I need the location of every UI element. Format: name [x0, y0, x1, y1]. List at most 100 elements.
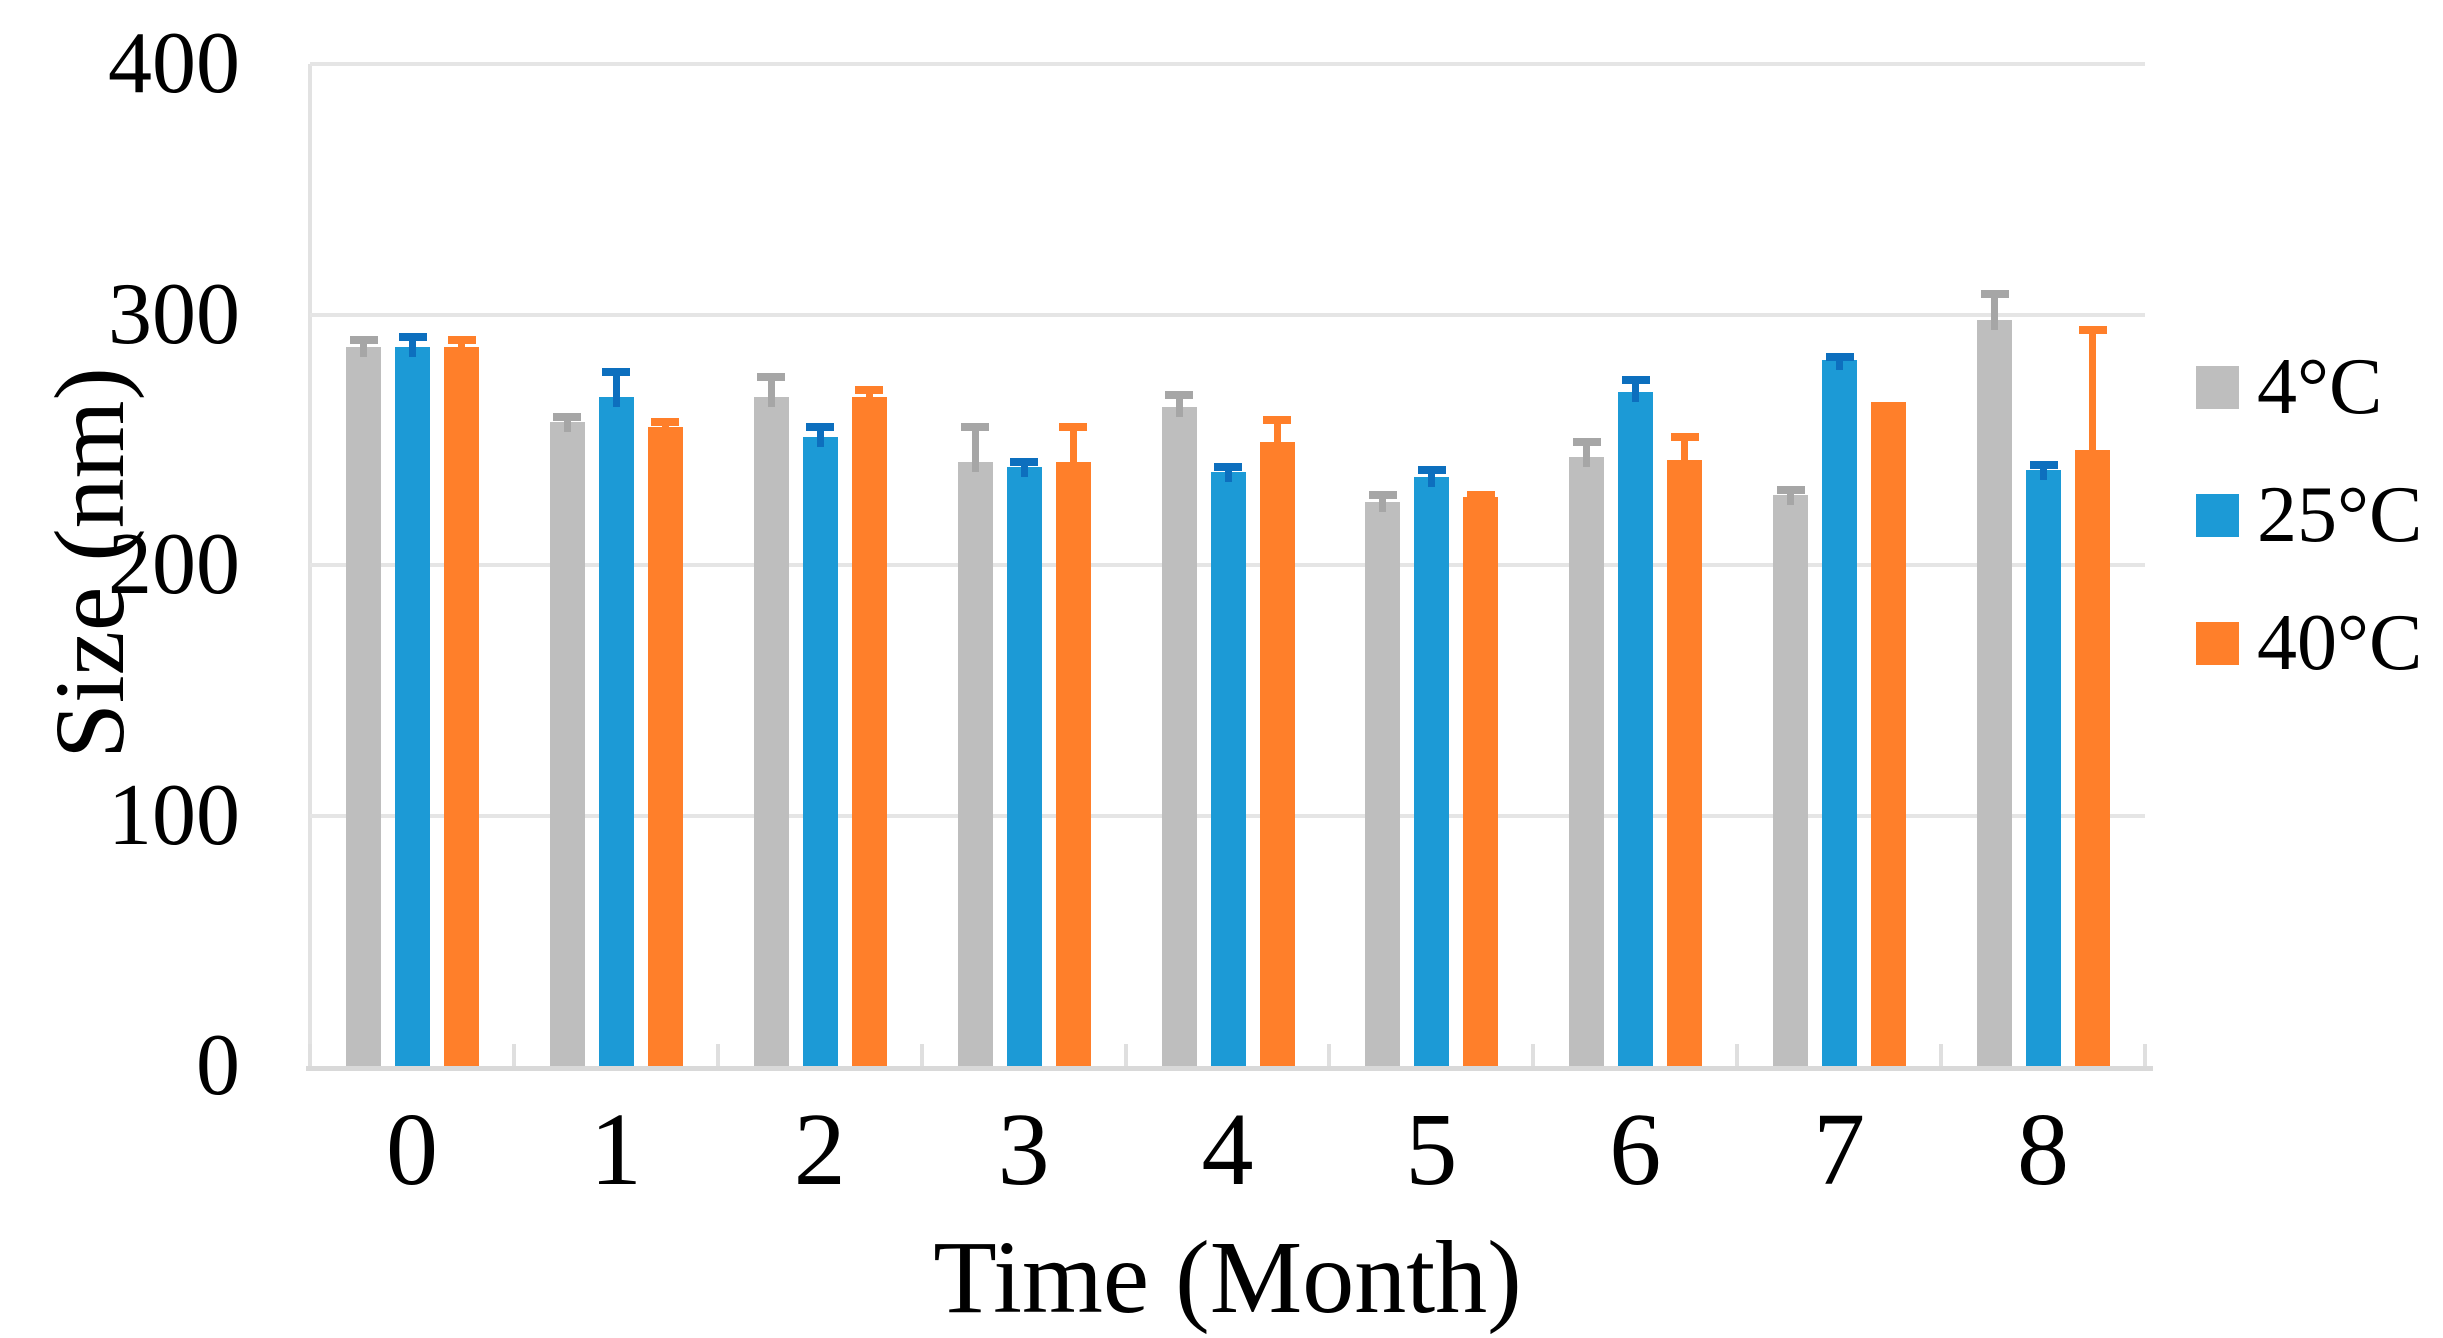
- error-bar-cap: [1010, 458, 1039, 467]
- y-tick-label-200: 200: [108, 516, 240, 613]
- y-tick-label-100: 100: [108, 766, 240, 864]
- x-tick-label-1: 1: [589, 1092, 642, 1207]
- error-bar-stem: [612, 372, 620, 408]
- bar-40°C-month-2: [851, 397, 887, 1066]
- error-bar-cap: [1621, 375, 1650, 384]
- bar-40°C-month-5: [1463, 497, 1499, 1066]
- error-bar-stem: [1379, 494, 1387, 513]
- bar-40°C-month-6: [1667, 459, 1703, 1066]
- legend-item-25°C: 25°C: [2196, 470, 2422, 560]
- bar-40°C-month-4: [1259, 442, 1295, 1066]
- error-bar-cap: [2029, 460, 2058, 469]
- bar-4°C-month-6: [1569, 457, 1605, 1066]
- x-axis-tick: [1939, 1044, 1944, 1066]
- y-tick-label-400: 400: [108, 15, 240, 112]
- error-bar-stem: [409, 337, 416, 358]
- bar-4°C-month-7: [1773, 494, 1809, 1066]
- error-bar-stem: [1991, 294, 1999, 330]
- x-axis-tick: [2143, 1044, 2147, 1066]
- error-bar-cap: [1572, 438, 1601, 447]
- error-bar-stem: [865, 389, 873, 408]
- legend-label: 4°C: [2257, 343, 2383, 431]
- error-bar-cap: [553, 413, 582, 422]
- bar-25°C-month-5: [1414, 477, 1450, 1066]
- error-bar-cap: [602, 368, 631, 377]
- legend-label: 25°C: [2257, 471, 2423, 559]
- legend-swatch-icon: [2196, 365, 2239, 409]
- y-tick-label-0: 0: [196, 1017, 240, 1114]
- error-bar-cap: [757, 373, 786, 382]
- error-bar-cap: [1417, 465, 1446, 474]
- error-bar-stem: [1069, 427, 1077, 473]
- x-axis-tick: [919, 1044, 924, 1066]
- error-bar-stem: [661, 422, 669, 438]
- error-bar-cap: [1466, 490, 1495, 499]
- gridline-400: [310, 62, 2145, 66]
- legend-swatch-icon: [2196, 493, 2239, 537]
- error-bar-stem: [1175, 394, 1183, 418]
- x-tick-label-0: 0: [385, 1092, 438, 1207]
- error-bar-cap: [447, 335, 476, 344]
- bar-25°C-month-0: [395, 347, 430, 1066]
- error-bar-stem: [1787, 489, 1795, 505]
- bar-40°C-month-3: [1055, 462, 1091, 1066]
- error-bar-stem: [2089, 329, 2097, 460]
- error-bar-cap: [1059, 423, 1088, 432]
- error-bar-cap: [2078, 325, 2107, 334]
- x-axis-tick: [1735, 1044, 1740, 1066]
- x-axis-title: Time (Month): [933, 1220, 1522, 1335]
- x-axis-line: [306, 1066, 2153, 1071]
- x-tick-label-7: 7: [1813, 1092, 1866, 1207]
- error-bar-stem: [1477, 494, 1485, 508]
- bar-25°C-month-7: [1822, 359, 1858, 1066]
- legend-item-4°C: 4°C: [2196, 342, 2422, 432]
- error-bar-cap: [1825, 353, 1854, 362]
- x-axis-tick: [1123, 1044, 1128, 1066]
- bar-25°C-month-6: [1618, 392, 1654, 1066]
- error-bar-cap: [855, 385, 884, 394]
- error-bar-stem: [1428, 469, 1436, 488]
- error-bar-stem: [816, 427, 824, 448]
- error-bar-stem: [458, 339, 465, 358]
- x-tick-label-5: 5: [1405, 1092, 1458, 1207]
- error-bar-stem: [1583, 442, 1591, 468]
- error-bar-stem: [767, 377, 775, 408]
- legend-label: 40°C: [2257, 599, 2423, 687]
- error-bar-stem: [1836, 357, 1844, 370]
- error-bar-stem: [1020, 462, 1028, 478]
- legend: 4°C 25°C 40°C: [2196, 342, 2422, 688]
- error-bar-cap: [651, 418, 680, 427]
- bar-40°C-month-7: [1871, 402, 1907, 1066]
- error-bar-cap: [1776, 485, 1805, 494]
- error-bar-stem: [1632, 379, 1640, 403]
- error-bar-cap: [1368, 490, 1397, 499]
- error-bar-cap: [1214, 463, 1243, 472]
- bar-4°C-month-1: [549, 422, 585, 1066]
- error-bar-cap: [1980, 290, 2009, 299]
- bar-40°C-month-8: [2075, 449, 2111, 1066]
- bar-4°C-month-2: [753, 397, 789, 1066]
- error-bar-stem: [1681, 437, 1689, 470]
- error-bar-cap: [1263, 415, 1292, 424]
- x-tick-label-4: 4: [1201, 1092, 1254, 1207]
- bar-25°C-month-3: [1006, 467, 1042, 1066]
- error-bar-cap: [398, 333, 427, 342]
- x-axis-tick: [1531, 1044, 1536, 1066]
- x-axis-tick: [1327, 1044, 1332, 1066]
- bar-4°C-month-8: [1977, 319, 2013, 1066]
- x-tick-label-3: 3: [997, 1092, 1050, 1207]
- bar-25°C-month-4: [1210, 472, 1246, 1066]
- error-bar-stem: [1273, 419, 1281, 453]
- bar-4°C-month-5: [1365, 502, 1401, 1066]
- error-bar-cap: [806, 423, 835, 432]
- x-axis-tick: [715, 1044, 720, 1066]
- legend-item-40°C: 40°C: [2196, 598, 2422, 688]
- error-bar-cap: [961, 423, 990, 432]
- x-axis-tick: [308, 1044, 312, 1066]
- x-tick-label-6: 6: [1609, 1092, 1662, 1207]
- error-bar-cap: [349, 335, 378, 344]
- error-bar-stem: [1224, 467, 1232, 483]
- gridline-300: [310, 312, 2145, 317]
- x-tick-label-2: 2: [793, 1092, 846, 1207]
